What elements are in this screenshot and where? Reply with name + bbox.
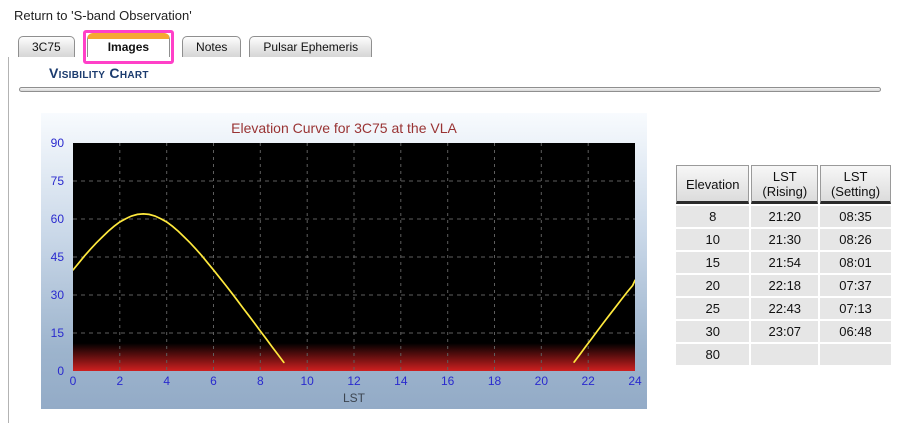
- table-cell: 21:54: [751, 252, 819, 273]
- tab-images[interactable]: Images: [86, 33, 171, 57]
- table-cell: 80: [676, 344, 750, 365]
- x-tick-label: 0: [69, 374, 77, 388]
- tab-content-panel: Visibility Chart Elevation Curve for 3C7…: [8, 57, 893, 423]
- table-cell: 08:35: [820, 206, 891, 227]
- table-cell: 06:48: [820, 321, 891, 342]
- table-cell: 23:07: [751, 321, 819, 342]
- table-cell: 15: [676, 252, 750, 273]
- x-tick-label: 24: [628, 374, 642, 388]
- lst-rise-set-table: Elevation LST (Rising) LST (Setting) 8 21:2…: [674, 163, 893, 367]
- x-tick-label: 20: [534, 374, 548, 388]
- table-head: Elevation LST (Rising) LST (Setting): [676, 165, 891, 204]
- y-tick-label: 45: [50, 250, 64, 264]
- table-cell: 20: [676, 275, 750, 296]
- table-cell: 22:43: [751, 298, 819, 319]
- return-link[interactable]: Return to 'S-band Observation': [14, 8, 192, 23]
- x-tick-label: 2: [116, 374, 124, 388]
- table-cell: 30: [676, 321, 750, 342]
- x-tick-label: 10: [300, 374, 314, 388]
- tab-bar: 3C75 Images Notes Pulsar Ephemeris: [18, 30, 373, 64]
- table-cell: [751, 344, 819, 365]
- table-row: 15 21:54 08:01: [676, 252, 891, 273]
- table-header-row: Elevation LST (Rising) LST (Setting): [676, 165, 891, 204]
- table-cell: 8: [676, 206, 750, 227]
- plot-area: [73, 143, 635, 371]
- table-cell: 07:37: [820, 275, 891, 296]
- x-tick-label: 22: [581, 374, 595, 388]
- chart-title: Elevation Curve for 3C75 at the VLA: [231, 120, 457, 136]
- click-highlight-annotation: Images: [82, 30, 175, 64]
- x-tick-label: 18: [487, 374, 502, 388]
- table-cell: 22:18: [751, 275, 819, 296]
- table-row: 25 22:43 07:13: [676, 298, 891, 319]
- table-header-cell: Elevation: [676, 165, 750, 204]
- table-row: 8 21:20 08:35: [676, 206, 891, 227]
- visibility-chart-heading: Visibility Chart: [49, 65, 149, 81]
- elevation-curve-plot: [73, 143, 635, 371]
- table-cell: 25: [676, 298, 750, 319]
- table-header-cell: LST (Rising): [751, 165, 819, 204]
- x-tick-label: 6: [210, 374, 217, 388]
- table-cell: [820, 344, 891, 365]
- table-row: 10 21:30 08:26: [676, 229, 891, 250]
- table-header-cell: LST (Setting): [820, 165, 891, 204]
- table-row: 80: [676, 344, 891, 365]
- y-tick-label: 0: [57, 364, 64, 378]
- tab-notes[interactable]: Notes: [182, 36, 242, 57]
- y-tick-label: 75: [50, 174, 64, 188]
- table-cell: 10: [676, 229, 750, 250]
- table-cell: 07:13: [820, 298, 891, 319]
- x-tick-label: 14: [394, 374, 408, 388]
- table-cell: 21:20: [751, 206, 819, 227]
- elevation-chart: Elevation Curve for 3C75 at the VLA 0 15 3…: [41, 113, 647, 409]
- x-axis-title: LST: [342, 391, 365, 405]
- y-tick-label: 60: [50, 212, 64, 226]
- table-body: 8 21:20 08:35 10 21:30 08:26 15 21:54 08:01 20 22:…: [676, 206, 891, 365]
- table-cell: 21:30: [751, 229, 819, 250]
- x-tick-label: 16: [440, 374, 455, 388]
- horizontal-scrollbar[interactable]: [19, 87, 881, 92]
- y-tick-label: 90: [50, 136, 64, 150]
- table-row: 20 22:18 07:37: [676, 275, 891, 296]
- y-tick-label: 30: [50, 288, 64, 302]
- x-tick-label: 12: [347, 374, 361, 388]
- x-tick-label: 8: [256, 374, 264, 388]
- table-cell: 08:26: [820, 229, 891, 250]
- tab-pulsar-ephemeris[interactable]: Pulsar Ephemeris: [249, 36, 373, 57]
- table-row: 30 23:07 06:48: [676, 321, 891, 342]
- x-tick-label: 4: [163, 374, 170, 388]
- tab-3c75[interactable]: 3C75: [18, 36, 75, 57]
- y-tick-label: 15: [50, 326, 64, 340]
- table-cell: 08:01: [820, 252, 891, 273]
